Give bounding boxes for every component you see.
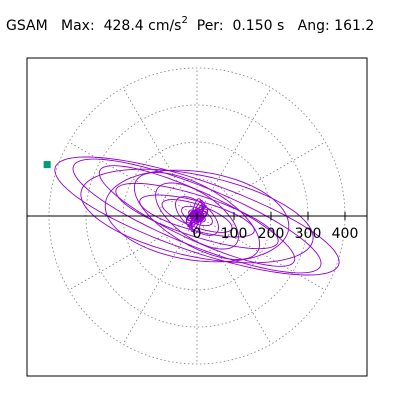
orbit-loop-6	[133, 172, 261, 260]
grid-spoke-210	[68, 215, 198, 291]
x-tick-label-0: 0	[193, 226, 202, 242]
orbit-loop-4	[104, 169, 290, 263]
grid-spoke-30	[196, 141, 326, 217]
station-name: GSAM	[6, 18, 48, 34]
orbit-loop-9	[161, 199, 233, 233]
max-value: 428.4 cm/s	[103, 18, 182, 34]
chart-header: GSAM Max: 428.4 cm/s2 Per: 0.150 s Ang: …	[6, 15, 375, 34]
x-tick-label-100: 100	[221, 226, 248, 242]
orbit-loop-0	[54, 156, 340, 276]
orbit-loop-7	[139, 194, 255, 238]
orbit-traces	[54, 156, 340, 276]
x-tick-label-400: 400	[332, 226, 359, 242]
grid-spoke-120	[122, 87, 198, 217]
max-marker-group	[43, 161, 51, 169]
x-tick-label-200: 200	[258, 226, 285, 242]
grid-spoke-60	[196, 87, 272, 217]
grid-spoke-240	[122, 215, 198, 345]
orbit-loop-3	[98, 165, 296, 267]
per-value: 0.150 s	[232, 18, 285, 34]
grid-spoke-300	[196, 215, 272, 345]
ang-value: 161.2	[334, 18, 375, 34]
orbit-loop-1	[72, 158, 322, 274]
orbit-loop-2	[80, 168, 314, 264]
per-label: Per:	[196, 18, 224, 34]
max-unit-exponent: 2	[181, 15, 188, 26]
orbit-core-13	[191, 198, 203, 234]
ang-label: Ang:	[297, 18, 330, 34]
max-point-marker	[43, 161, 51, 169]
orbit-loop-8	[155, 182, 239, 250]
x-axis-ticks: 0 100 200 300 400	[193, 212, 359, 242]
orbit-loop-5	[115, 182, 279, 250]
max-label: Max:	[61, 18, 95, 34]
x-tick-label-300: 300	[295, 226, 322, 242]
